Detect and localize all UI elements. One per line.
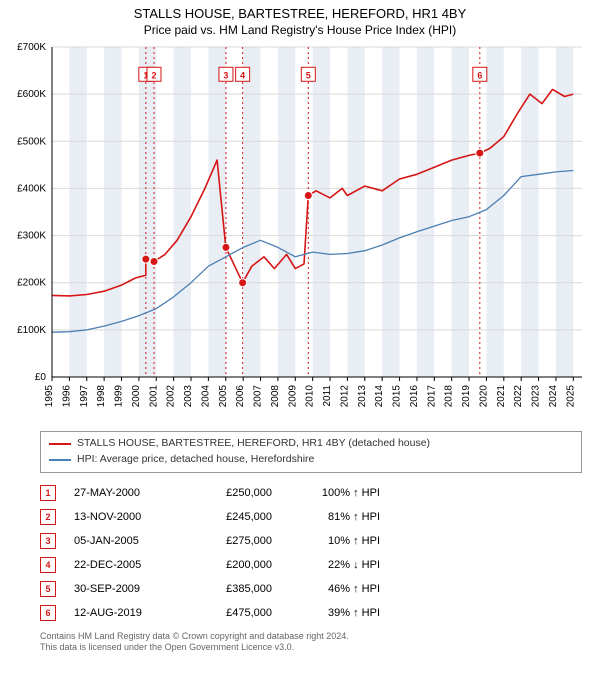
svg-text:1998: 1998	[96, 385, 107, 408]
svg-text:5: 5	[306, 70, 311, 80]
chart-subtitle: Price paid vs. HM Land Registry's House …	[0, 23, 600, 37]
transaction-marker: 2	[40, 509, 56, 525]
legend: STALLS HOUSE, BARTESTREE, HEREFORD, HR1 …	[40, 431, 582, 473]
svg-text:2016: 2016	[409, 385, 420, 408]
svg-text:2020: 2020	[478, 385, 489, 408]
svg-text:2005: 2005	[218, 385, 229, 408]
svg-text:2013: 2013	[357, 385, 368, 408]
svg-text:2024: 2024	[548, 385, 559, 408]
svg-text:2008: 2008	[270, 385, 281, 408]
table-row: 5 30-SEP-2009 £385,000 46% ↑ HPI	[40, 577, 582, 601]
transaction-marker: 4	[40, 557, 56, 573]
svg-text:1996: 1996	[61, 385, 72, 408]
footer-line-1: Contains HM Land Registry data © Crown c…	[40, 631, 582, 643]
svg-text:1997: 1997	[79, 385, 90, 408]
svg-text:4: 4	[240, 70, 245, 80]
transaction-pct: 22% ↓ HPI	[290, 559, 380, 571]
svg-text:£600K: £600K	[17, 89, 46, 100]
footer-attribution: Contains HM Land Registry data © Crown c…	[40, 631, 582, 654]
svg-text:2014: 2014	[374, 385, 385, 408]
transaction-date: 22-DEC-2005	[74, 559, 174, 571]
svg-text:£500K: £500K	[17, 136, 46, 147]
chart-area: £0 £100K £200K £300K £400K £500K £600K £700K 199…	[0, 37, 600, 427]
svg-text:2011: 2011	[322, 385, 333, 407]
transaction-date: 12-AUG-2019	[74, 607, 174, 619]
transaction-price: £245,000	[192, 511, 272, 523]
svg-text:£700K: £700K	[17, 42, 46, 53]
svg-text:2009: 2009	[287, 385, 298, 408]
transaction-price: £250,000	[192, 487, 272, 499]
svg-text:2006: 2006	[235, 385, 246, 408]
transaction-pct: 100% ↑ HPI	[290, 487, 380, 499]
title-block: STALLS HOUSE, BARTESTREE, HEREFORD, HR1 …	[0, 0, 600, 37]
transaction-price: £475,000	[192, 607, 272, 619]
table-row: 4 22-DEC-2005 £200,000 22% ↓ HPI	[40, 553, 582, 577]
transaction-date: 13-NOV-2000	[74, 511, 174, 523]
svg-text:2001: 2001	[148, 385, 159, 408]
svg-text:2010: 2010	[305, 385, 316, 408]
svg-text:2025: 2025	[565, 385, 576, 408]
svg-text:2: 2	[151, 70, 156, 80]
transaction-price: £275,000	[192, 535, 272, 547]
transaction-pct: 10% ↑ HPI	[290, 535, 380, 547]
transaction-marker: 3	[40, 533, 56, 549]
figure-container: STALLS HOUSE, BARTESTREE, HEREFORD, HR1 …	[0, 0, 600, 680]
transaction-pct: 39% ↑ HPI	[290, 607, 380, 619]
svg-text:£400K: £400K	[17, 183, 46, 194]
svg-text:2021: 2021	[496, 385, 507, 408]
svg-text:£300K: £300K	[17, 231, 46, 242]
transaction-date: 30-SEP-2009	[74, 583, 174, 595]
table-row: 2 13-NOV-2000 £245,000 81% ↑ HPI	[40, 505, 582, 529]
svg-text:6: 6	[477, 70, 482, 80]
transaction-date: 05-JAN-2005	[74, 535, 174, 547]
svg-text:1999: 1999	[114, 385, 125, 408]
legend-row: HPI: Average price, detached house, Here…	[49, 452, 573, 468]
legend-swatch	[49, 459, 71, 461]
svg-text:2004: 2004	[200, 385, 211, 408]
table-row: 1 27-MAY-2000 £250,000 100% ↑ HPI	[40, 481, 582, 505]
legend-swatch	[49, 443, 71, 445]
svg-text:3: 3	[223, 70, 228, 80]
transaction-price: £385,000	[192, 583, 272, 595]
svg-text:2015: 2015	[392, 385, 403, 408]
svg-text:2019: 2019	[461, 385, 472, 408]
transaction-price: £200,000	[192, 559, 272, 571]
transaction-pct: 46% ↑ HPI	[290, 583, 380, 595]
table-row: 6 12-AUG-2019 £475,000 39% ↑ HPI	[40, 601, 582, 625]
legend-label: STALLS HOUSE, BARTESTREE, HEREFORD, HR1 …	[77, 436, 430, 452]
table-row: 3 05-JAN-2005 £275,000 10% ↑ HPI	[40, 529, 582, 553]
transaction-marker: 6	[40, 605, 56, 621]
svg-text:2017: 2017	[426, 385, 437, 408]
svg-text:2018: 2018	[444, 385, 455, 408]
svg-text:2002: 2002	[166, 385, 177, 408]
svg-text:2007: 2007	[253, 385, 264, 408]
transaction-pct: 81% ↑ HPI	[290, 511, 380, 523]
transaction-date: 27-MAY-2000	[74, 487, 174, 499]
svg-text:2022: 2022	[513, 385, 524, 408]
chart-title: STALLS HOUSE, BARTESTREE, HEREFORD, HR1 …	[0, 6, 600, 21]
svg-text:1995: 1995	[44, 385, 55, 408]
transaction-marker: 1	[40, 485, 56, 501]
svg-text:2000: 2000	[131, 385, 142, 408]
chart-svg: £0 £100K £200K £300K £400K £500K £600K £700K 199…	[0, 37, 600, 427]
svg-text:£200K: £200K	[17, 278, 46, 289]
legend-label: HPI: Average price, detached house, Here…	[77, 452, 314, 468]
transaction-marker: 5	[40, 581, 56, 597]
footer-line-2: This data is licensed under the Open Gov…	[40, 642, 582, 654]
svg-text:£100K: £100K	[17, 325, 46, 336]
legend-row: STALLS HOUSE, BARTESTREE, HEREFORD, HR1 …	[49, 436, 573, 452]
svg-text:2012: 2012	[339, 385, 350, 408]
transactions-table: 1 27-MAY-2000 £250,000 100% ↑ HPI 2 13-NOV-20…	[40, 481, 582, 625]
svg-text:£0: £0	[35, 372, 47, 383]
svg-text:2023: 2023	[531, 385, 542, 408]
svg-text:2003: 2003	[183, 385, 194, 408]
